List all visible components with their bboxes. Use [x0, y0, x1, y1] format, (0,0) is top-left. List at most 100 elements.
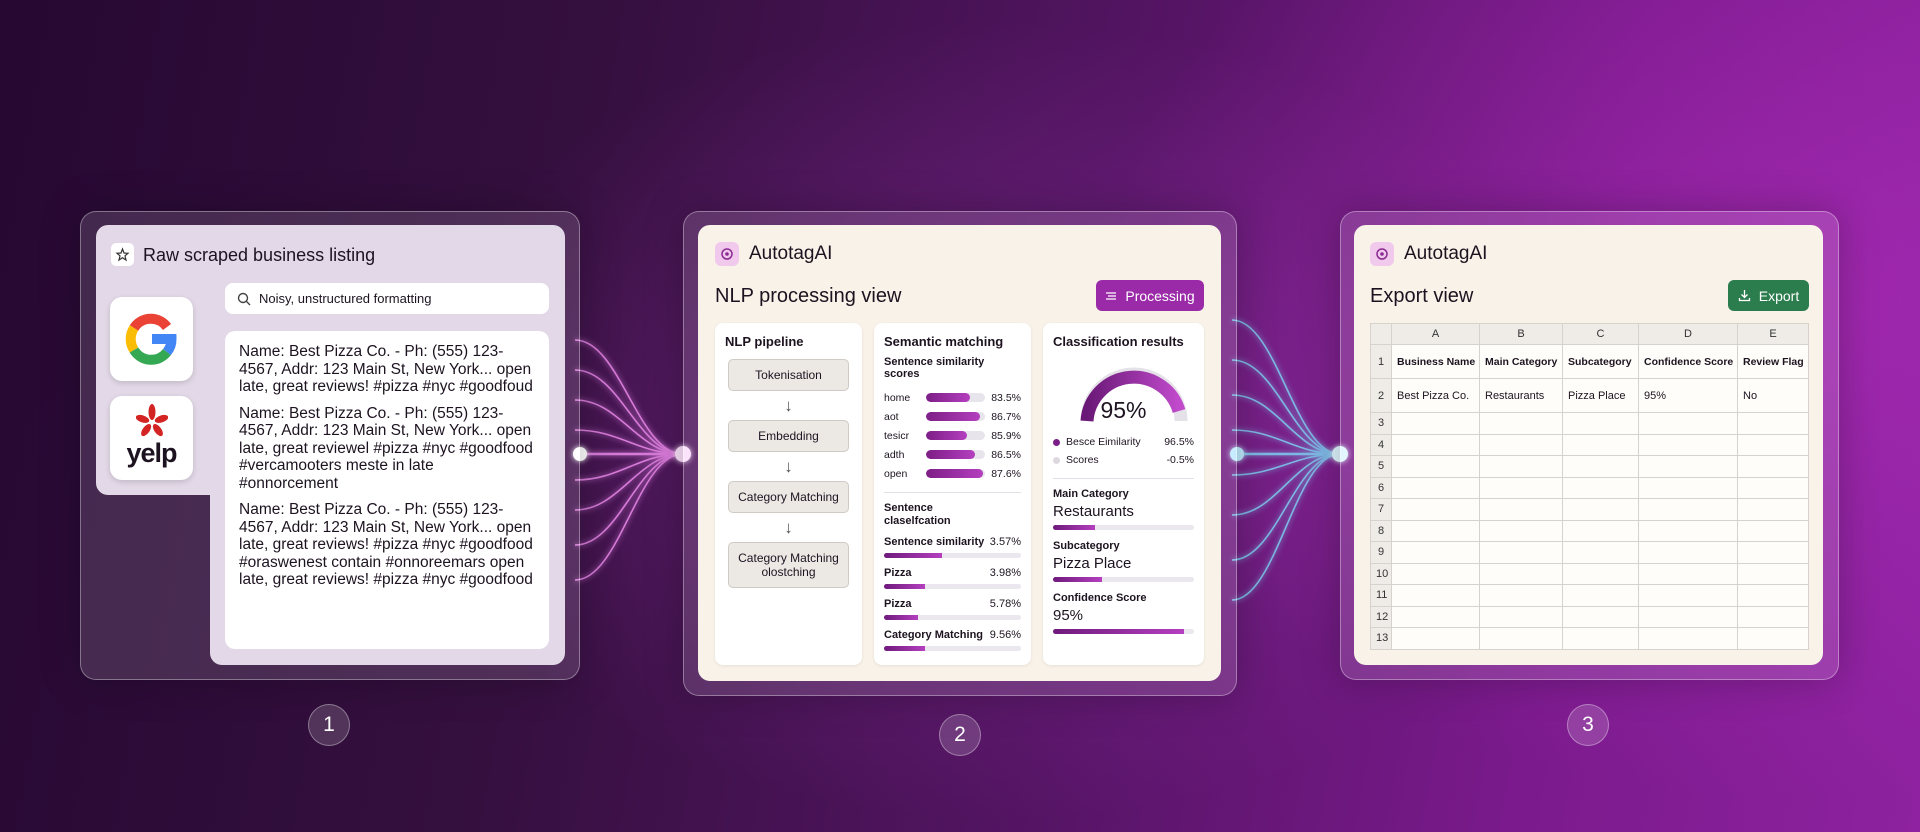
field-value: Restaurants — [1053, 503, 1134, 520]
connector-curve — [574, 453, 684, 546]
brand-name: AutotagAI — [749, 243, 833, 264]
column-letter: A — [1391, 323, 1480, 345]
sheet-cell — [1638, 541, 1738, 564]
field-value: Pizza Place — [1053, 555, 1132, 572]
item-head: Pizza 3.98% — [884, 567, 1021, 579]
score-fill — [926, 393, 971, 402]
item-label: Category Matching — [884, 629, 984, 641]
connector-curve — [1231, 394, 1341, 455]
gauge-value: 95% — [1100, 397, 1147, 423]
score-row: tesicr 85.9% — [884, 426, 1021, 445]
connector-curve — [1231, 319, 1341, 455]
listing-text: Name: Best Pizza Co. - Ph: (555) 123-456… — [239, 343, 533, 395]
score-row: home 83.5% — [884, 388, 1021, 407]
separator — [884, 492, 1021, 493]
yelp-text: yelp — [126, 438, 177, 468]
step-arrow: ↓ — [784, 518, 793, 537]
step-number: 2 — [939, 714, 981, 756]
sheet-row: 2 Best Pizza Co. Restaurants Pizza Place 95%… — [1370, 378, 1809, 413]
item-list: Sentence similarity 3.57% Pizza 3.98% Pizza 5… — [884, 536, 1021, 651]
item-value: 3.98% — [989, 567, 1021, 579]
score-label: home — [884, 391, 911, 404]
sheet-cell — [1737, 541, 1809, 564]
processing-button[interactable]: Processing — [1096, 280, 1204, 311]
legend-row: Scores -0.5% — [1053, 451, 1194, 469]
score-row: adth 86.5% — [884, 445, 1021, 464]
sheet-cell — [1638, 455, 1738, 478]
connector-dot — [675, 446, 691, 462]
pipeline-step: Category Matching — [728, 481, 849, 513]
score-label: aot — [884, 410, 899, 423]
search-bar: Noisy, unstructured formatting — [225, 283, 549, 314]
sheet-cell — [1737, 412, 1809, 435]
connector-dot — [1332, 446, 1348, 462]
sheet-row: 4 — [1370, 433, 1809, 456]
search-text: Noisy, unstructured formatting — [259, 291, 432, 306]
sheet-row: 12 — [1370, 605, 1809, 628]
field-bar-fill — [1053, 629, 1185, 634]
sheet-cell — [1479, 584, 1563, 607]
panel-title: Raw scraped business listing — [143, 245, 376, 265]
sheet-cell: Review Flag — [1737, 344, 1809, 379]
sheet-cell — [1562, 519, 1639, 542]
column-letter: C — [1562, 323, 1639, 345]
connector-curve — [574, 399, 684, 455]
view-title: NLP processing view — [715, 285, 902, 307]
sheet-cell — [1391, 412, 1480, 435]
sheet-cell — [1737, 562, 1809, 585]
row-number: 5 — [1370, 455, 1392, 478]
sheet-cell — [1479, 519, 1563, 542]
score-value: 83.5% — [991, 391, 1021, 404]
row-number: 9 — [1370, 541, 1392, 564]
sheet-cell: Main Category — [1479, 344, 1563, 379]
score-fill — [926, 412, 981, 421]
pipeline-step: Embedding — [728, 420, 849, 452]
item-head: Category Matching 9.56% — [884, 629, 1021, 641]
field-label: Confidence Score — [1053, 592, 1147, 604]
yelp-burst — [136, 404, 168, 437]
sheet-row: 5 — [1370, 455, 1809, 478]
sheet-cell — [1562, 605, 1639, 628]
score-fill — [926, 431, 968, 440]
item-head: Sentence similarity 3.57% — [884, 536, 1021, 548]
brand-icon — [1370, 242, 1394, 266]
sheet-cell — [1479, 476, 1563, 499]
sheet-cell: 95% — [1638, 378, 1738, 413]
result-field: Confidence Score 95% — [1053, 592, 1194, 634]
field-label: Main Category — [1053, 488, 1129, 500]
sheet-row: 10 — [1370, 562, 1809, 585]
spreadsheet: A B C D E 1 Business Name Main Category Subcateg… — [1370, 323, 1809, 650]
brand: AutotagAI — [715, 242, 832, 266]
sheet-row: 13 — [1370, 627, 1809, 650]
semantic-column: Semantic matching Sentence similarity sc… — [874, 323, 1031, 665]
google-g — [125, 313, 177, 365]
sheet-cell — [1479, 605, 1563, 628]
sheet-cell — [1562, 498, 1639, 521]
legend-row: Besce Eimilarity 96.5% — [1053, 433, 1194, 451]
item-bar — [884, 584, 1021, 589]
sheet-cell: Pizza Place — [1562, 378, 1639, 413]
sheet-cell — [1562, 433, 1639, 456]
sheet-cell — [1391, 627, 1480, 650]
item-head: Pizza 5.78% — [884, 598, 1021, 610]
match-item: Pizza 5.78% — [884, 598, 1021, 620]
export-button[interactable]: Export — [1728, 280, 1809, 311]
sheet-row: 3 — [1370, 412, 1809, 435]
google-logo — [110, 297, 193, 381]
item-bar — [884, 553, 1021, 558]
sheet-cell — [1479, 498, 1563, 521]
row-number: 4 — [1370, 433, 1392, 456]
connector-curve — [1231, 453, 1341, 561]
match-item: Pizza 3.98% — [884, 567, 1021, 589]
field-bar — [1053, 577, 1194, 582]
sheet-cell — [1737, 476, 1809, 499]
result-field: Main Category Restaurants — [1053, 488, 1194, 530]
sheet-cell — [1562, 455, 1639, 478]
view-title: Export view — [1370, 285, 1474, 307]
sheet-cell — [1479, 562, 1563, 585]
sheet-cell — [1638, 519, 1738, 542]
score-row: open 87.6% — [884, 464, 1021, 483]
column-letter: B — [1479, 323, 1563, 345]
